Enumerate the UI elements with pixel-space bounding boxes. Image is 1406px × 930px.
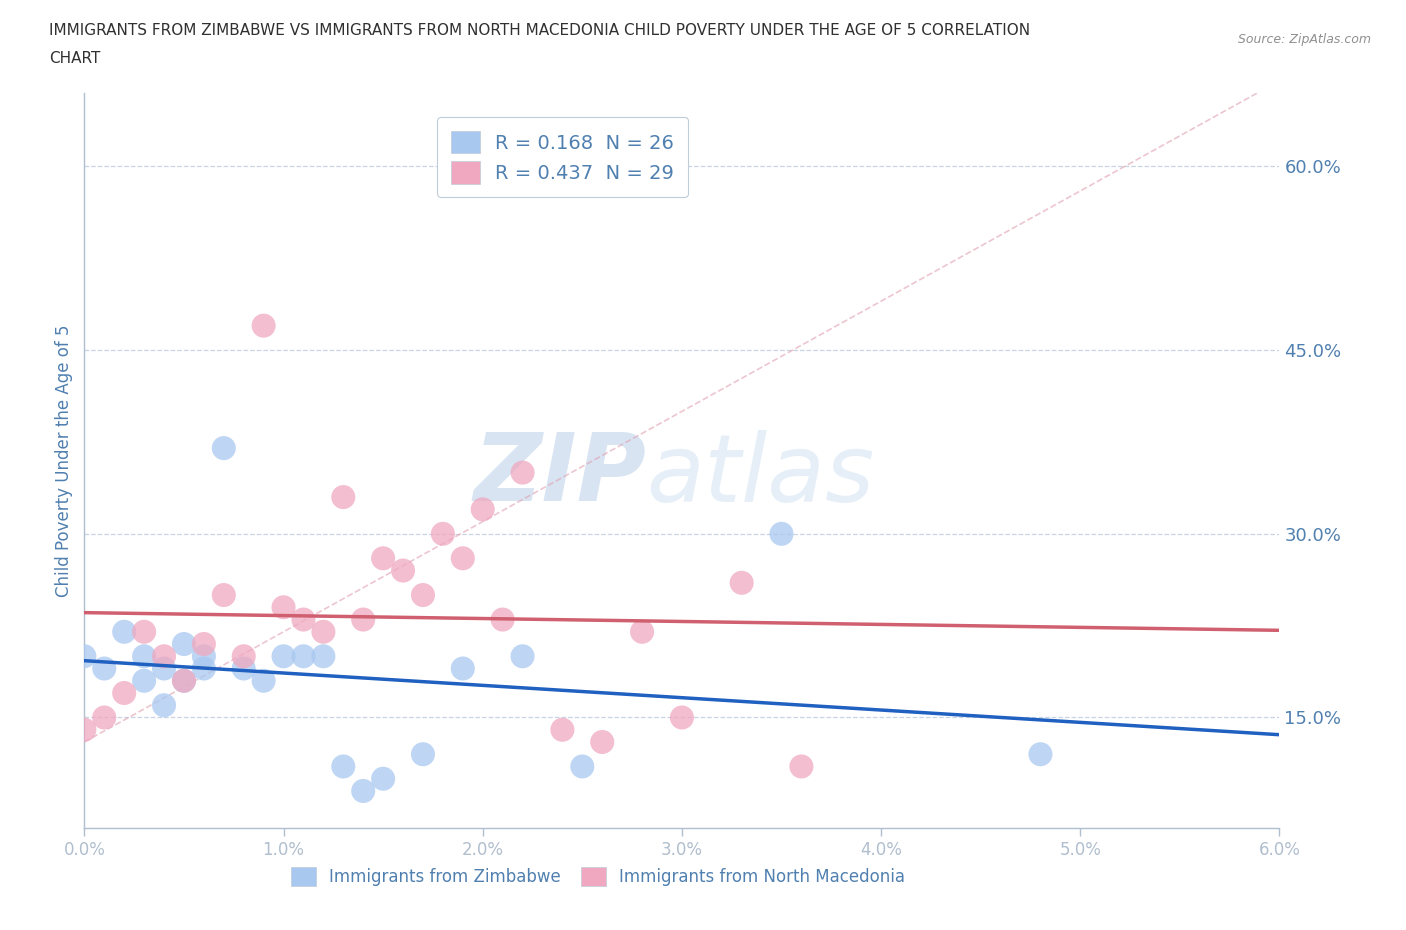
Point	[153, 649, 176, 664]
Point	[173, 673, 195, 688]
Point	[292, 649, 315, 664]
Point	[412, 588, 434, 603]
Point	[112, 624, 135, 639]
Legend: Immigrants from Zimbabwe, Immigrants from North Macedonia: Immigrants from Zimbabwe, Immigrants fro…	[284, 860, 912, 893]
Point	[93, 661, 115, 676]
Point	[292, 612, 315, 627]
Point	[153, 661, 176, 676]
Text: atlas: atlas	[647, 430, 875, 521]
Point	[332, 759, 354, 774]
Point	[731, 576, 754, 591]
Point	[193, 637, 215, 652]
Point	[373, 551, 395, 565]
Point	[790, 759, 813, 774]
Point	[112, 685, 135, 700]
Point	[93, 711, 115, 725]
Text: Source: ZipAtlas.com: Source: ZipAtlas.com	[1237, 33, 1371, 46]
Point	[212, 441, 235, 456]
Point	[212, 588, 235, 603]
Point	[193, 649, 215, 664]
Point	[232, 661, 254, 676]
Point	[253, 673, 276, 688]
Text: CHART: CHART	[49, 51, 101, 66]
Y-axis label: Child Poverty Under the Age of 5: Child Poverty Under the Age of 5	[55, 324, 73, 597]
Point	[512, 465, 534, 480]
Point	[132, 624, 156, 639]
Point	[492, 612, 515, 627]
Point	[591, 735, 613, 750]
Point	[373, 771, 395, 786]
Point	[471, 502, 494, 517]
Point	[73, 649, 96, 664]
Point	[352, 612, 374, 627]
Point	[451, 661, 474, 676]
Point	[312, 624, 335, 639]
Point	[253, 318, 276, 333]
Point	[332, 489, 354, 504]
Point	[132, 649, 156, 664]
Point	[273, 600, 295, 615]
Point	[173, 673, 195, 688]
Point	[412, 747, 434, 762]
Point	[392, 564, 415, 578]
Point	[352, 783, 374, 798]
Point	[73, 723, 96, 737]
Point	[312, 649, 335, 664]
Point	[173, 637, 195, 652]
Point	[273, 649, 295, 664]
Point	[631, 624, 654, 639]
Point	[571, 759, 593, 774]
Point	[1029, 747, 1052, 762]
Point	[671, 711, 693, 725]
Text: ZIP: ZIP	[474, 429, 647, 521]
Point	[770, 526, 793, 541]
Point	[512, 649, 534, 664]
Point	[451, 551, 474, 565]
Point	[232, 649, 254, 664]
Point	[193, 661, 215, 676]
Point	[132, 673, 156, 688]
Point	[432, 526, 454, 541]
Text: IMMIGRANTS FROM ZIMBABWE VS IMMIGRANTS FROM NORTH MACEDONIA CHILD POVERTY UNDER : IMMIGRANTS FROM ZIMBABWE VS IMMIGRANTS F…	[49, 23, 1031, 38]
Point	[153, 698, 176, 712]
Point	[551, 723, 574, 737]
